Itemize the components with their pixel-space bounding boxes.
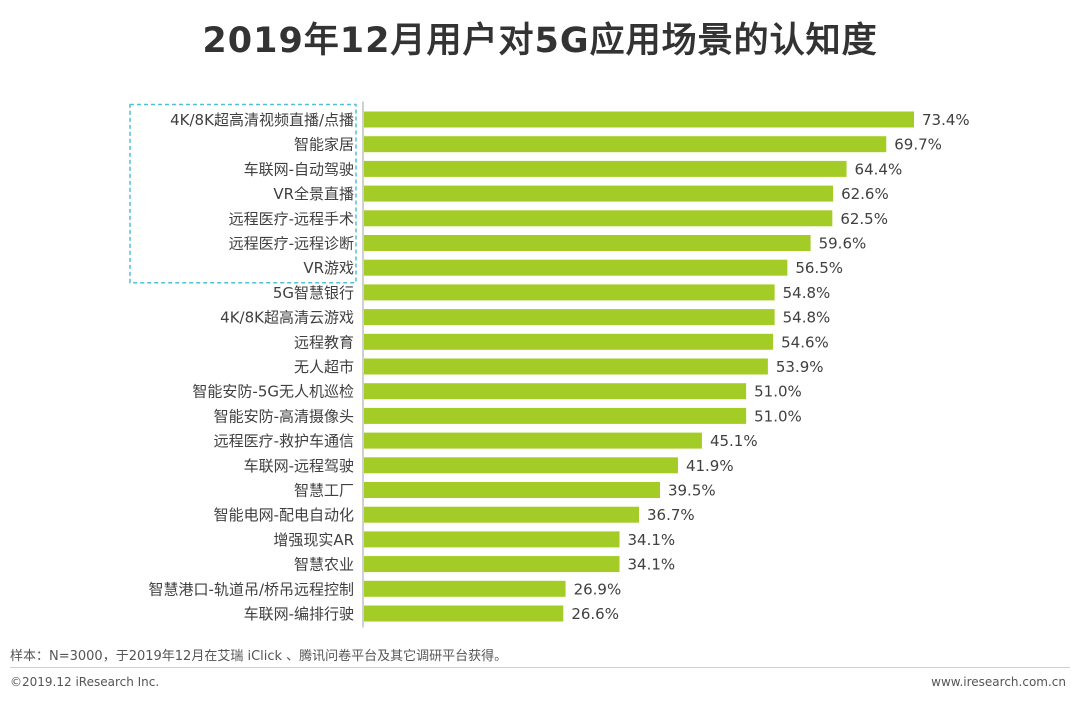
category-label: 远程教育 [294, 333, 354, 351]
bar [364, 482, 660, 498]
bar [364, 556, 620, 573]
category-label: 车联网-自动驾驶 [244, 160, 354, 178]
bar [364, 580, 566, 597]
sample-note: 样本：N=3000，于2019年12月在艾瑞 iClick 、腾讯问卷平台及其它… [10, 649, 508, 664]
category-label: 智慧农业 [294, 556, 354, 574]
category-label: 4K/8K超高清视频直播/点播 [170, 111, 354, 129]
value-label: 45.1% [710, 432, 758, 450]
bar [364, 160, 847, 177]
category-label: 车联网-远程驾驶 [244, 457, 354, 475]
footer-divider [10, 667, 1070, 668]
bar [364, 235, 811, 251]
value-label: 34.1% [628, 531, 676, 549]
category-label: 5G智慧银行 [273, 284, 354, 302]
category-label: 远程医疗-远程诊断 [229, 235, 354, 253]
value-label: 64.4% [855, 160, 903, 178]
bar [364, 358, 768, 375]
bar [364, 210, 833, 227]
value-label: 54.8% [783, 284, 831, 302]
bar-chart: 4K/8K超高清视频直播/点播 73.4% 智能家居 69.7% 车联网-自动驾驶 64.… [129, 101, 970, 628]
value-label: 56.5% [795, 259, 843, 277]
category-label: 增强现实AR [273, 531, 354, 549]
copyright-text: ©2019.12 iResearch Inc. [10, 675, 160, 689]
bar [364, 111, 914, 128]
value-label: 62.5% [840, 210, 888, 228]
bar [364, 284, 775, 301]
category-label: 车联网-编排行驶 [244, 605, 354, 623]
value-label: 54.6% [781, 333, 829, 351]
category-label: 智慧港口-轨道吊/桥吊远程控制 [149, 580, 354, 598]
value-label: 51.0% [754, 383, 802, 401]
bar [364, 136, 887, 153]
value-label: 73.4% [922, 111, 970, 129]
value-label: 62.6% [841, 185, 889, 203]
category-label: VR全景直播 [273, 185, 354, 203]
category-label: 智能家居 [294, 136, 354, 154]
value-label: 36.7% [647, 506, 695, 524]
bar [364, 259, 788, 276]
value-label: 51.0% [754, 407, 802, 425]
value-label: 34.1% [628, 556, 676, 574]
chart-title: 2019年12月用户对5G应用场景的认知度 [202, 21, 878, 61]
bar [364, 333, 774, 350]
value-label: 69.7% [894, 136, 942, 154]
website-text: www.iresearch.com.cn [931, 675, 1066, 689]
category-label: 智能安防-高清摄像头 [214, 407, 354, 425]
bar [364, 432, 702, 449]
bar [364, 605, 564, 622]
category-label: 智能安防-5G无人机巡检 [192, 383, 354, 401]
bar [364, 506, 639, 523]
category-label: 智能电网-配电自动化 [214, 506, 354, 524]
category-label: 无人超市 [294, 358, 354, 376]
value-label: 59.6% [819, 235, 867, 253]
value-label: 54.8% [783, 309, 831, 327]
bar [364, 407, 747, 424]
value-label: 53.9% [776, 358, 824, 376]
bar [364, 457, 678, 474]
value-label: 41.9% [686, 457, 734, 475]
category-label: VR游戏 [303, 259, 354, 277]
value-label: 26.6% [571, 605, 619, 623]
category-label: 智慧工厂 [294, 482, 354, 500]
category-label: 4K/8K超高清云游戏 [220, 309, 354, 327]
category-label: 远程医疗-远程手术 [229, 210, 354, 228]
highlight-box [129, 103, 357, 284]
bar [364, 309, 775, 326]
bar [364, 383, 747, 400]
bar [364, 531, 620, 548]
value-label: 39.5% [668, 482, 716, 500]
category-label: 远程医疗-救护车通信 [214, 432, 354, 450]
bar [364, 185, 834, 202]
value-label: 26.9% [574, 580, 622, 598]
